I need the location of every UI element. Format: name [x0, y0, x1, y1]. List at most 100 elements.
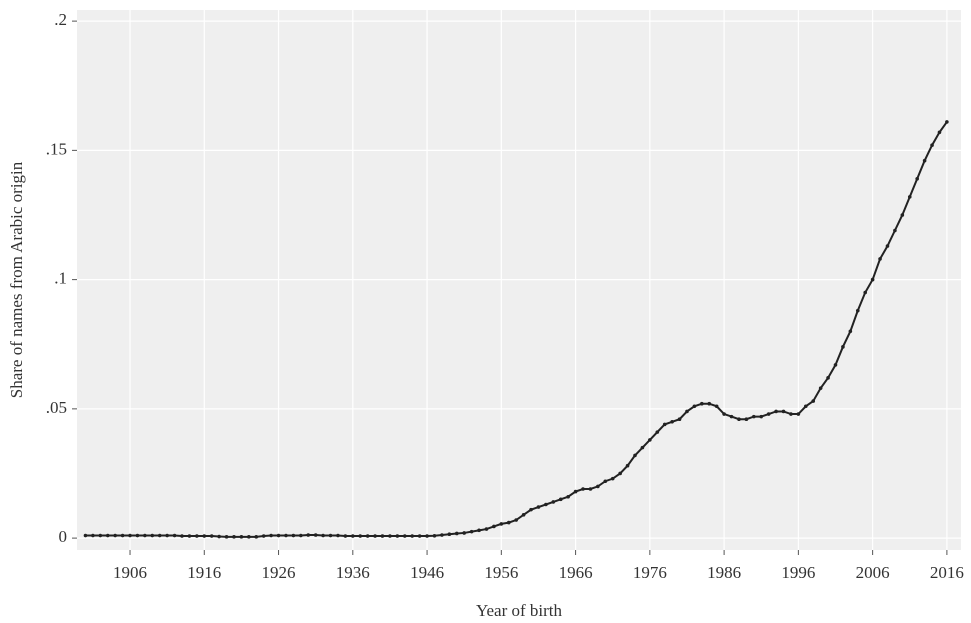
data-point	[313, 533, 318, 537]
data-point	[247, 535, 251, 539]
data-point	[291, 533, 296, 538]
data-point	[336, 533, 340, 538]
data-point	[662, 422, 667, 427]
x-tick-label: 1906	[113, 563, 147, 582]
data-point	[321, 533, 325, 538]
data-point	[499, 522, 504, 526]
data-point	[729, 414, 734, 419]
data-point	[893, 228, 897, 233]
data-point	[618, 471, 622, 476]
data-point	[521, 513, 526, 517]
data-point	[232, 535, 236, 539]
x-axis-label: Year of birth	[476, 601, 563, 620]
x-tick-label: 1946	[410, 563, 444, 582]
data-point	[640, 445, 645, 450]
data-point	[841, 345, 845, 349]
x-tick-label: 1996	[781, 563, 815, 582]
data-point	[633, 453, 637, 458]
data-point	[343, 534, 348, 538]
x-tick-label: 1976	[633, 563, 667, 582]
data-point	[202, 534, 207, 538]
data-point	[930, 143, 934, 147]
data-point	[803, 404, 808, 409]
data-point	[915, 176, 919, 181]
data-point	[625, 463, 630, 468]
data-point	[566, 494, 570, 499]
data-point	[432, 533, 437, 538]
data-point	[588, 487, 593, 491]
data-point	[380, 534, 385, 538]
x-tick-label: 2006	[856, 563, 890, 582]
data-point	[454, 531, 459, 536]
data-point	[789, 412, 793, 416]
data-point	[187, 534, 192, 538]
data-point	[306, 533, 311, 537]
data-point	[209, 534, 214, 538]
data-point	[224, 535, 229, 539]
data-point	[172, 533, 177, 538]
data-point	[603, 479, 608, 484]
data-point	[91, 533, 95, 538]
data-point	[395, 534, 400, 538]
data-point	[529, 507, 533, 512]
x-tick-label: 1956	[484, 563, 518, 582]
data-point	[388, 534, 392, 538]
data-point	[128, 533, 132, 538]
data-point	[766, 412, 771, 416]
data-point	[351, 534, 355, 538]
data-point	[165, 533, 169, 538]
data-point	[195, 534, 199, 538]
data-point	[447, 532, 452, 537]
data-point	[707, 401, 712, 406]
data-point	[417, 534, 422, 538]
data-point	[484, 527, 489, 531]
y-tick-label: .15	[46, 139, 67, 158]
data-point	[276, 533, 281, 538]
data-point	[922, 158, 927, 163]
data-point	[551, 500, 556, 504]
data-point	[373, 534, 377, 538]
data-point	[113, 533, 117, 538]
data-point	[98, 533, 103, 538]
data-point	[937, 130, 942, 135]
x-tick-label: 1966	[559, 563, 593, 582]
data-point	[105, 533, 110, 538]
y-tick-label: .2	[54, 10, 67, 29]
data-point	[180, 534, 184, 538]
data-point	[833, 363, 838, 367]
data-point	[655, 430, 660, 434]
data-point	[143, 533, 147, 538]
data-point	[477, 528, 481, 533]
data-point	[120, 533, 125, 538]
data-point	[737, 417, 741, 422]
data-point	[870, 277, 875, 282]
data-point	[157, 533, 162, 538]
x-tick-label: 1916	[187, 563, 221, 582]
data-point	[514, 518, 518, 522]
data-point	[558, 497, 563, 502]
data-point	[796, 412, 801, 416]
data-point	[781, 409, 786, 414]
data-point	[440, 533, 444, 537]
data-point	[878, 257, 882, 261]
data-point	[299, 533, 303, 538]
y-tick-label: .1	[54, 269, 67, 288]
data-point	[83, 533, 88, 538]
data-point	[581, 487, 585, 491]
data-point	[863, 290, 868, 295]
data-point	[700, 401, 704, 406]
y-tick-label: .05	[46, 398, 67, 417]
y-axis-label: Share of names from Arabic origin	[7, 161, 26, 398]
data-point	[848, 329, 853, 334]
data-point	[826, 376, 830, 380]
x-tick-label: 1936	[336, 563, 370, 582]
data-point	[759, 414, 764, 419]
data-point	[677, 417, 682, 422]
data-point	[425, 534, 429, 538]
data-point	[648, 438, 652, 442]
data-point	[885, 244, 890, 248]
data-point	[506, 520, 511, 525]
data-point	[261, 534, 266, 538]
data-point	[469, 529, 474, 534]
